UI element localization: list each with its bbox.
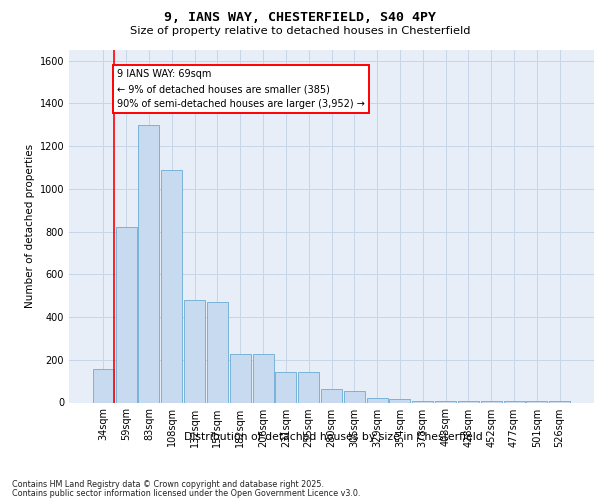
Bar [93, 370, 114, 402]
Text: Size of property relative to detached houses in Chesterfield: Size of property relative to detached ho… [130, 26, 470, 36]
Bar [253, 354, 274, 403]
Text: Contains HM Land Registry data © Crown copyright and database right 2025.: Contains HM Land Registry data © Crown c… [12, 480, 324, 489]
Bar [321, 388, 342, 402]
Text: 9, IANS WAY, CHESTERFIELD, S40 4PY: 9, IANS WAY, CHESTERFIELD, S40 4PY [164, 11, 436, 24]
Bar [344, 391, 365, 402]
Text: Contains public sector information licensed under the Open Government Licence v3: Contains public sector information licen… [12, 488, 361, 498]
Bar [367, 398, 388, 402]
Bar [230, 354, 251, 403]
Bar [389, 400, 410, 402]
Y-axis label: Number of detached properties: Number of detached properties [25, 144, 35, 308]
Bar [275, 372, 296, 402]
Bar [139, 125, 160, 402]
Bar [116, 228, 137, 402]
Text: 9 IANS WAY: 69sqm
← 9% of detached houses are smaller (385)
90% of semi-detached: 9 IANS WAY: 69sqm ← 9% of detached house… [117, 69, 365, 109]
Bar [184, 300, 205, 402]
Text: Distribution of detached houses by size in Chesterfield: Distribution of detached houses by size … [184, 432, 482, 442]
Bar [161, 170, 182, 402]
Bar [298, 372, 319, 402]
Bar [207, 302, 228, 402]
